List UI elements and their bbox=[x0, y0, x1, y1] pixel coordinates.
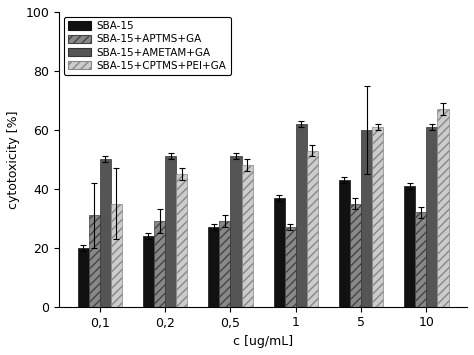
Bar bbox=[143, 236, 154, 307]
Bar bbox=[100, 159, 111, 307]
Bar bbox=[350, 203, 361, 307]
Bar bbox=[219, 221, 230, 307]
Bar bbox=[372, 127, 383, 307]
Bar bbox=[242, 165, 253, 307]
Bar bbox=[284, 227, 296, 307]
Bar bbox=[230, 157, 242, 307]
Bar bbox=[176, 174, 187, 307]
Bar bbox=[426, 127, 438, 307]
Bar bbox=[404, 186, 415, 307]
Bar bbox=[415, 212, 426, 307]
Bar bbox=[89, 215, 100, 307]
Bar bbox=[438, 109, 448, 307]
Bar bbox=[111, 203, 122, 307]
Legend: SBA-15, SBA-15+APTMS+GA, SBA-15+AMETAM+GA, SBA-15+CPTMS+PEI+GA: SBA-15, SBA-15+APTMS+GA, SBA-15+AMETAM+G… bbox=[64, 17, 231, 75]
X-axis label: c [ug/mL]: c [ug/mL] bbox=[233, 335, 293, 348]
Bar bbox=[78, 248, 89, 307]
Bar bbox=[165, 157, 176, 307]
Bar bbox=[273, 198, 284, 307]
Y-axis label: cytotoxicity [%]: cytotoxicity [%] bbox=[7, 110, 20, 209]
Bar bbox=[307, 151, 318, 307]
Bar bbox=[208, 227, 219, 307]
Bar bbox=[296, 124, 307, 307]
Bar bbox=[154, 221, 165, 307]
Bar bbox=[361, 130, 372, 307]
Bar bbox=[339, 180, 350, 307]
